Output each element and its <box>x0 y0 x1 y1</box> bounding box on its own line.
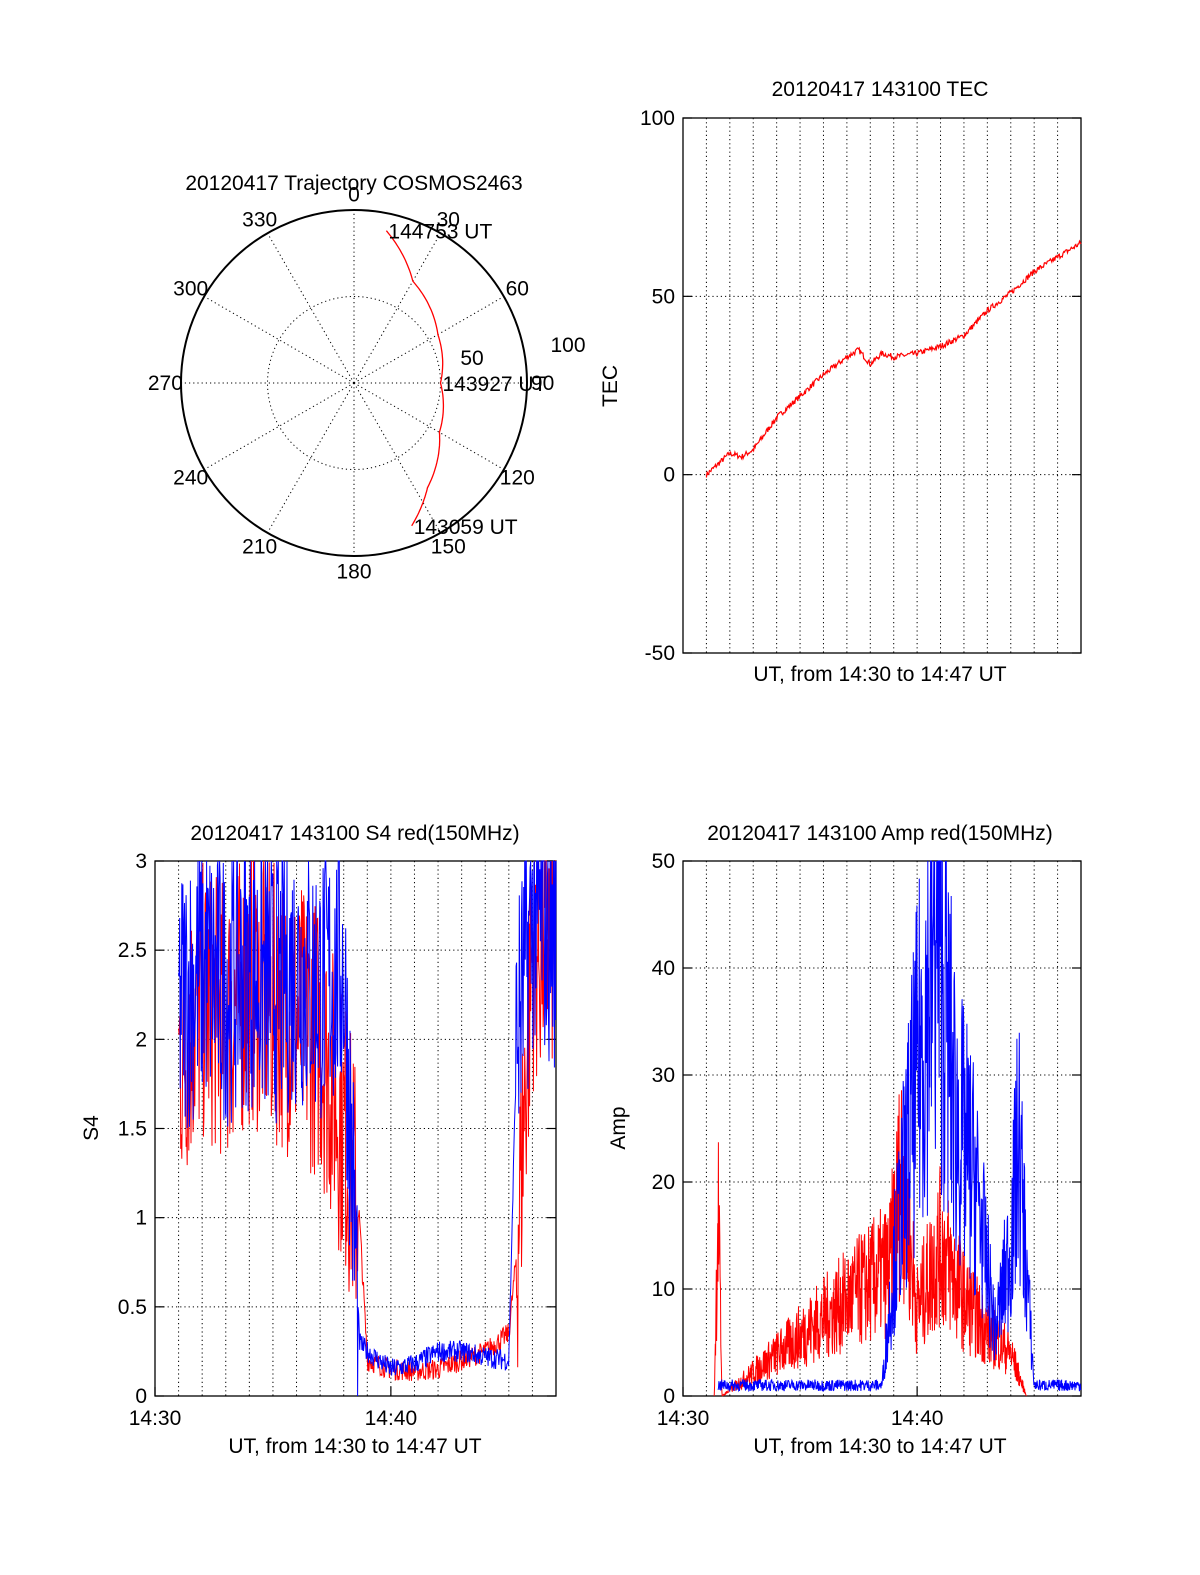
amp-xtick-label: 14:30 <box>657 1407 710 1430</box>
s4-marks <box>178 860 557 1397</box>
trajectory-spoke <box>203 382 355 470</box>
s4-ytick-label: 0 <box>135 1385 147 1408</box>
trajectory-azimuth-label: 0 <box>348 183 360 206</box>
amp-title: 20120417 143100 Amp red(150MHz) <box>707 822 1053 845</box>
s4-series-line <box>178 860 556 1382</box>
tec-ytick-label: 0 <box>663 464 675 487</box>
amp-series-line <box>713 1090 1027 1397</box>
tec-panel: 20120417 143100 TEC UT, from 14:30 to 14… <box>599 78 1082 686</box>
s4-ytick-label: 1.5 <box>118 1118 147 1141</box>
tec-series-line <box>705 239 1082 478</box>
trajectory-azimuth-label: 90 <box>531 372 554 395</box>
trajectory-radial-label: 50 <box>460 347 483 370</box>
s4-y-axis-label: S4 <box>80 1115 103 1141</box>
tec-title: 20120417 143100 TEC <box>772 78 989 101</box>
trajectory-radial-label: 100 <box>550 334 585 357</box>
trajectory-spoke <box>353 382 441 534</box>
trajectory-azimuth-label: 210 <box>242 535 277 558</box>
trajectory-time-annotation: 143927 UT <box>443 373 547 396</box>
amp-x-axis-label: UT, from 14:30 to 14:47 UT <box>753 1435 1006 1458</box>
trajectory-spoke <box>353 232 441 384</box>
trajectory-labels: 0 30 60 90 120 150 180 210 240 270 300 330 50 100 1447… <box>148 183 586 583</box>
trajectory-path <box>385 230 445 527</box>
tec-frame <box>682 117 1082 654</box>
trajectory-azimuth-label: 30 <box>437 209 460 232</box>
amp-frame <box>682 860 1082 1397</box>
trajectory-azimuth-label: 240 <box>173 466 208 489</box>
amp-series-line <box>717 860 1082 1393</box>
s4-ytick-label: 3 <box>135 850 147 873</box>
amp-panel: 20120417 143100 Amp red(150MHz) UT, from… <box>607 822 1082 1458</box>
amp-ytick-label: 50 <box>652 850 675 873</box>
s4-xtick-label: 14:40 <box>365 1407 418 1430</box>
s4-ytick-label: 0.5 <box>118 1296 147 1319</box>
tec-ytick-label: 50 <box>652 285 675 308</box>
trajectory-panel: 20120417 Trajectory COSMOS2463 0 30 60 90 12… <box>148 172 586 584</box>
amp-xtick-label: 14:40 <box>891 1407 944 1430</box>
tec-marks <box>705 239 1082 478</box>
amp-ytick-label: 40 <box>652 957 675 980</box>
trajectory-spoke <box>203 296 355 384</box>
amp-ytick-label: 30 <box>652 1064 675 1087</box>
tec-ytick-label: 100 <box>640 107 675 130</box>
trajectory-azimuth-label: 180 <box>336 561 371 584</box>
trajectory-time-annotation: 144753 UT <box>388 221 492 244</box>
s4-x-axis-label: UT, from 14:30 to 14:47 UT <box>228 1435 481 1458</box>
trajectory-title: 20120417 Trajectory COSMOS2463 <box>185 172 522 195</box>
s4-ytick-label: 1 <box>135 1207 147 1230</box>
amp-ytick-label: 0 <box>663 1385 675 1408</box>
amp-y-axis-label: Amp <box>607 1106 630 1149</box>
trajectory-azimuth-label: 60 <box>506 278 529 301</box>
trajectory-azimuth-label: 150 <box>431 535 466 558</box>
s4-title: 20120417 143100 S4 red(150MHz) <box>190 822 519 845</box>
amp-ytick-label: 20 <box>652 1171 675 1194</box>
s4-ytick-label: 2.5 <box>118 939 147 962</box>
trajectory-azimuth-label: 300 <box>173 278 208 301</box>
trajectory-azimuth-label: 270 <box>148 372 183 395</box>
trajectory-marks <box>385 230 445 527</box>
trajectory-azimuth-label: 120 <box>500 466 535 489</box>
amp-marks <box>713 860 1082 1397</box>
tec-ytick-label: -50 <box>645 642 675 665</box>
trajectory-azimuth-label: 330 <box>242 209 277 232</box>
s4-xtick-label: 14:30 <box>129 1407 182 1430</box>
trajectory-spoke <box>353 296 505 384</box>
amp-ytick-label: 10 <box>652 1278 675 1301</box>
trajectory-time-annotation: 143059 UT <box>414 516 518 539</box>
s4-series-line <box>178 860 557 1397</box>
tec-axes: -50 0 50 100 <box>640 107 1082 665</box>
s4-ytick-label: 2 <box>135 1028 147 1051</box>
trajectory-ring-outer <box>180 209 528 557</box>
s4-frame <box>154 860 557 1397</box>
tec-y-axis-label: TEC <box>599 365 622 407</box>
s4-panel: 20120417 143100 S4 red(150MHz) UT, from … <box>80 822 557 1458</box>
tec-x-axis-label: UT, from 14:30 to 14:47 UT <box>753 663 1006 686</box>
